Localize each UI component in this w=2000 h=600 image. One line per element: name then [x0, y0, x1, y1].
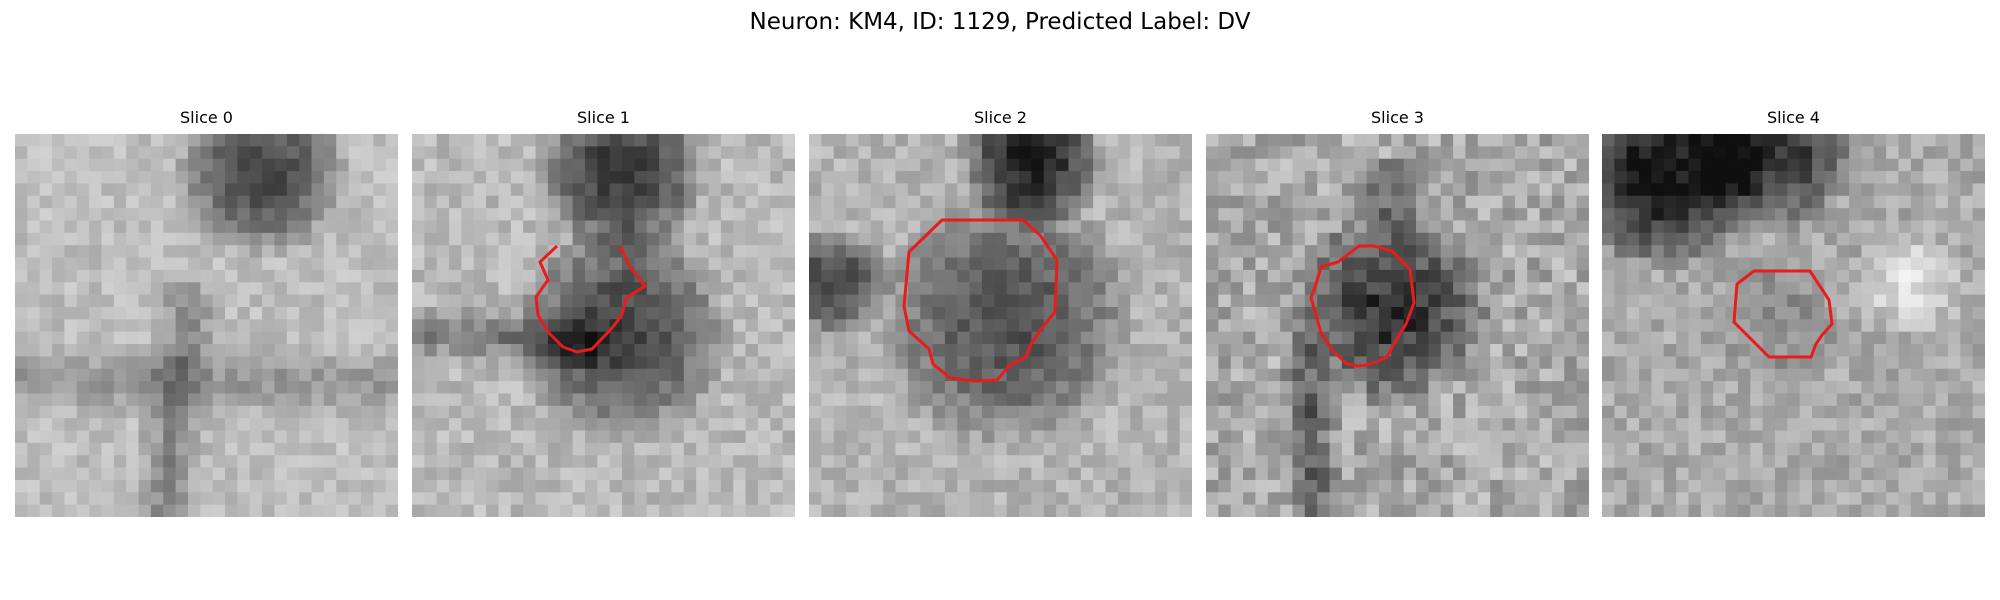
grayscale-pixels: [1602, 134, 1985, 517]
grayscale-pixels: [412, 134, 795, 517]
slice-title: Slice 4: [1767, 108, 1820, 127]
neuron-contour: [1732, 269, 1834, 359]
slice-image: [809, 134, 1192, 517]
grayscale-pixels: [15, 134, 398, 517]
neuron-contour: [1309, 244, 1416, 368]
slice-title: Slice 0: [180, 108, 233, 127]
slice-title: Slice 1: [577, 108, 630, 127]
slice-panel-1: Slice 1: [412, 108, 795, 517]
slice-panel-4: Slice 4: [1602, 108, 1985, 517]
grayscale-pixels: [809, 134, 1192, 517]
slice-image: [1206, 134, 1589, 517]
slice-image: [1602, 134, 1985, 517]
neuron-contour: [534, 244, 648, 354]
slice-panel-0: Slice 0: [15, 108, 398, 517]
grayscale-pixels: [1206, 134, 1589, 517]
slice-title: Slice 2: [974, 108, 1027, 127]
neuron-contour: [902, 218, 1059, 383]
slice-panel-2: Slice 2: [809, 108, 1192, 517]
slice-image: [15, 134, 398, 517]
slice-title: Slice 3: [1371, 108, 1424, 127]
slice-panel-3: Slice 3: [1206, 108, 1589, 517]
slice-image: [412, 134, 795, 517]
figure-title: Neuron: KM4, ID: 1129, Predicted Label: …: [749, 9, 1251, 35]
